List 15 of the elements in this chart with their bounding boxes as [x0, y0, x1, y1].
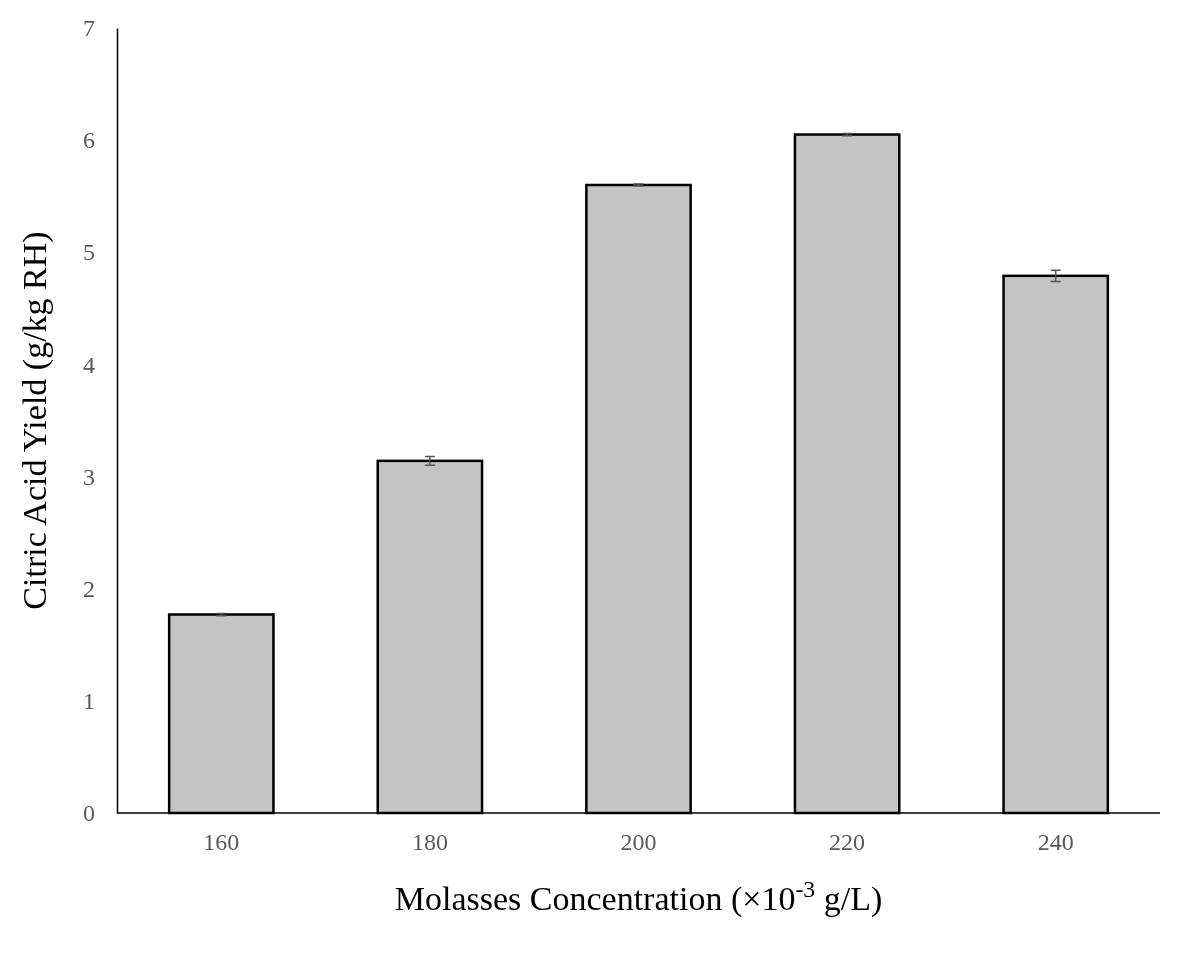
x-tick-label: 220: [829, 829, 866, 856]
y-tick-label: 6: [83, 127, 95, 154]
y-tick-label: 1: [83, 688, 95, 715]
x-tick-label: 180: [411, 829, 448, 856]
y-tick-label: 0: [83, 800, 95, 827]
y-tick-label: 5: [83, 239, 95, 266]
y-tick-label: 7: [83, 15, 95, 42]
x-axis-title: Molasses Concentration (×10$^{-3}$ g/L): [394, 876, 883, 918]
x-tick-label: 160: [203, 829, 240, 856]
y-tick-label: 2: [83, 575, 95, 602]
y-tick-label: 3: [83, 463, 95, 490]
x-tick-label: 240: [1037, 829, 1074, 856]
x-tick-label: 200: [620, 829, 657, 856]
y-tick-label: 4: [83, 351, 95, 378]
y-axis-title: Citric Acid Yield (g/kg RH): [16, 231, 54, 610]
